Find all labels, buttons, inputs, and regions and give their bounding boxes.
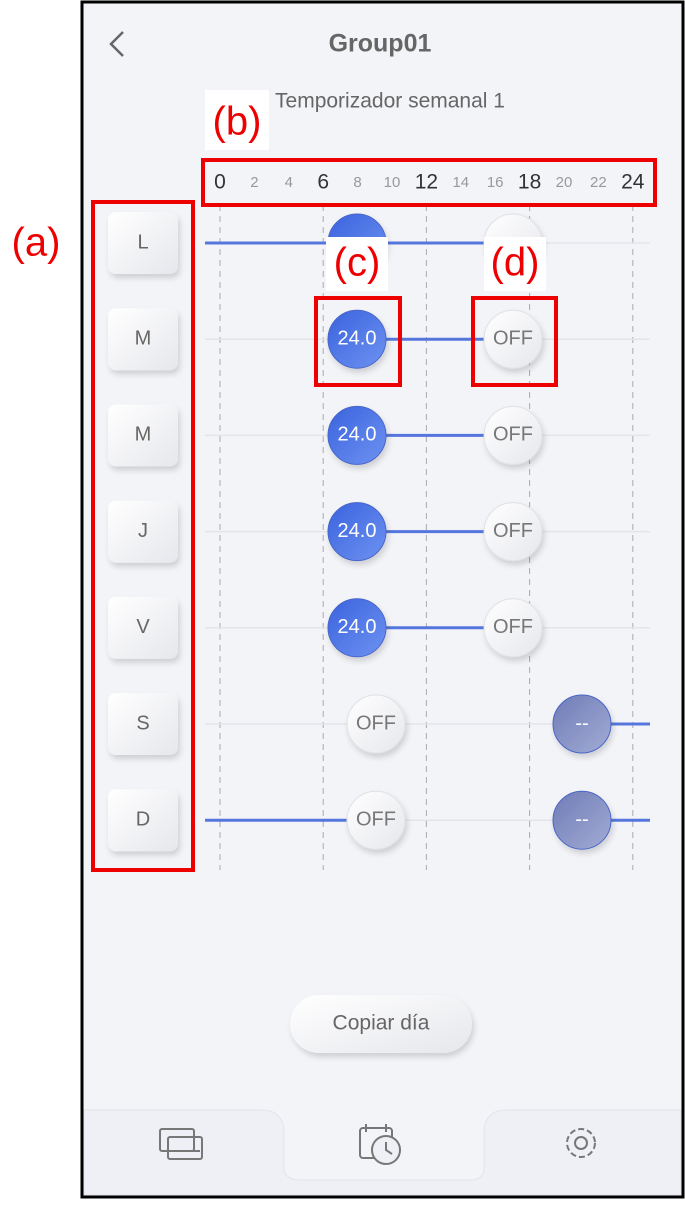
hour-label: 8 (353, 174, 361, 191)
day-button[interactable] (108, 693, 178, 755)
hour-label: 20 (556, 174, 573, 191)
annotation-box-d (471, 296, 558, 387)
annotation-a: (a) (12, 221, 61, 265)
day-button[interactable] (108, 500, 178, 563)
schedule-knob[interactable] (483, 502, 543, 562)
schedule-knob[interactable] (346, 790, 406, 850)
knob-label: OFF (493, 520, 533, 542)
hour-label: 0 (214, 171, 226, 194)
knob-label: OFF (356, 808, 396, 830)
knob-label: OFF (356, 712, 396, 734)
day-label: M (135, 327, 152, 349)
subtitle: Temporizador semanal 1 (275, 90, 505, 113)
day-button[interactable] (108, 789, 178, 852)
knob-label: 24.0 (338, 520, 377, 542)
copy-button-label: Copiar día (333, 1012, 430, 1035)
day-label: V (136, 616, 150, 638)
day-button[interactable] (108, 308, 178, 371)
knob-label: -- (575, 808, 588, 830)
hour-label: 24 (621, 171, 645, 194)
bottom-nav (83, 1109, 682, 1196)
timeline: 0 2 4 6 8 10 12 14 16 18 20 22 24 (214, 171, 645, 870)
annotations: (a) (b) (c) (d) (12, 90, 657, 872)
annotation-c: (c) (334, 241, 381, 285)
title: Group01 (329, 30, 432, 58)
schedule-knob[interactable] (327, 598, 387, 658)
schedule-knob[interactable] (483, 598, 543, 658)
hour-label: 4 (285, 174, 293, 191)
hour-label: 22 (590, 174, 607, 191)
knob-label: OFF (493, 424, 533, 446)
schedule-knob[interactable] (327, 502, 387, 562)
schedule-knob[interactable] (483, 405, 543, 465)
back-button[interactable] (109, 31, 124, 57)
nav-icon-devices[interactable] (159, 1128, 203, 1160)
day-button[interactable] (108, 596, 178, 659)
schedule-knob[interactable] (552, 790, 612, 850)
annotation-box-c (314, 296, 402, 387)
hour-label: 18 (518, 171, 541, 194)
schedule-knob[interactable] (327, 405, 387, 465)
schedule-knob[interactable] (552, 694, 612, 754)
day-label: M (135, 424, 152, 446)
knob-label: 24.0 (338, 616, 377, 638)
hour-label: 16 (487, 174, 504, 191)
knob-label: 24.0 (338, 424, 377, 446)
annotation-bg-d (484, 237, 546, 291)
copy-button[interactable] (290, 995, 472, 1053)
annotation-d: (d) (491, 241, 540, 285)
annotation-box-b (201, 158, 657, 207)
annotation-bg-c (326, 237, 388, 291)
day-rows: L M 24.0 OFF M 24.0 OFF J 24.0 OFF V 24.0 OFF S OFF -- D… (108, 212, 650, 852)
knob-label: 24.0 (338, 327, 377, 349)
knob-label: OFF (493, 616, 533, 638)
schedule-knob[interactable] (346, 694, 406, 754)
nav-icon-timer[interactable] (359, 1124, 401, 1165)
day-label: S (136, 712, 149, 734)
day-button[interactable] (108, 404, 178, 467)
knob-label: OFF (493, 327, 533, 349)
annotation-box-a (91, 200, 195, 872)
day-label: L (137, 231, 148, 253)
hour-label: 12 (415, 171, 438, 194)
hour-label: 2 (250, 174, 258, 191)
hour-label: 14 (452, 174, 469, 191)
annotation-bg-b (205, 90, 269, 150)
annotation-b: (b) (213, 100, 262, 144)
hour-label: 6 (317, 171, 329, 194)
day-label: D (136, 808, 150, 830)
day-label: J (138, 520, 148, 542)
nav-icon-settings[interactable] (566, 1128, 596, 1158)
day-button[interactable] (108, 212, 178, 274)
knob-label: -- (575, 712, 588, 734)
hour-label: 10 (384, 174, 401, 191)
schedule-knob[interactable] (483, 309, 543, 369)
schedule-knob[interactable] (327, 309, 387, 369)
